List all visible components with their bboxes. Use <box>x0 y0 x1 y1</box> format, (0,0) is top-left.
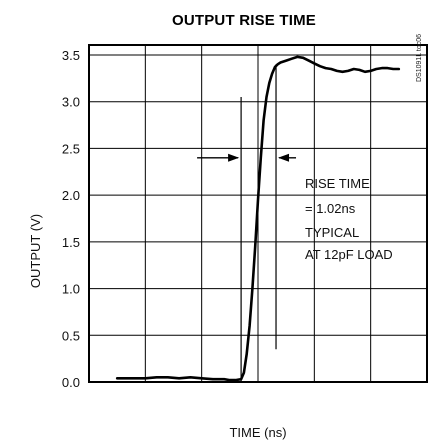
y-tick-label: 1.0 <box>62 282 80 297</box>
annotation-text-line: AT 12pF LOAD <box>305 247 393 262</box>
y-tick-label: 1.5 <box>62 235 80 250</box>
rise-time-annotation: RISE TIME = 1.02ns TYPICAL AT 12pF LOAD <box>197 153 393 262</box>
y-axis-label: OUTPUT (V) <box>28 214 43 288</box>
figure-code: DS1091L toc06 <box>416 34 423 82</box>
y-tick-label: 2.5 <box>62 141 80 156</box>
y-tick-label: 3.5 <box>62 48 80 63</box>
plot-frame <box>88 44 428 383</box>
rise-time-markers <box>240 64 277 382</box>
y-tick-label: 2.0 <box>62 188 80 203</box>
chart-title: OUTPUT RISE TIME <box>172 12 316 29</box>
arrow-right-head <box>278 153 290 162</box>
y-tick-label: 0.5 <box>62 328 80 343</box>
waveform-line <box>115 55 401 382</box>
y-tick-label: 0.0 <box>62 375 80 390</box>
annotation-text-line: RISE TIME <box>305 176 370 191</box>
annotation-text-line: TYPICAL <box>305 225 359 240</box>
output-waveform <box>115 55 401 382</box>
y-tick-label: 3.0 <box>62 95 80 110</box>
y-tick-labels: 0.0 3.5 3.0 2.5 2.0 1.5 1.0 0.5 <box>62 48 80 390</box>
annotation-text-line: = 1.02ns <box>305 201 356 216</box>
x-axis-label: TIME (ns) <box>229 425 286 440</box>
arrow-left-head <box>228 153 240 162</box>
